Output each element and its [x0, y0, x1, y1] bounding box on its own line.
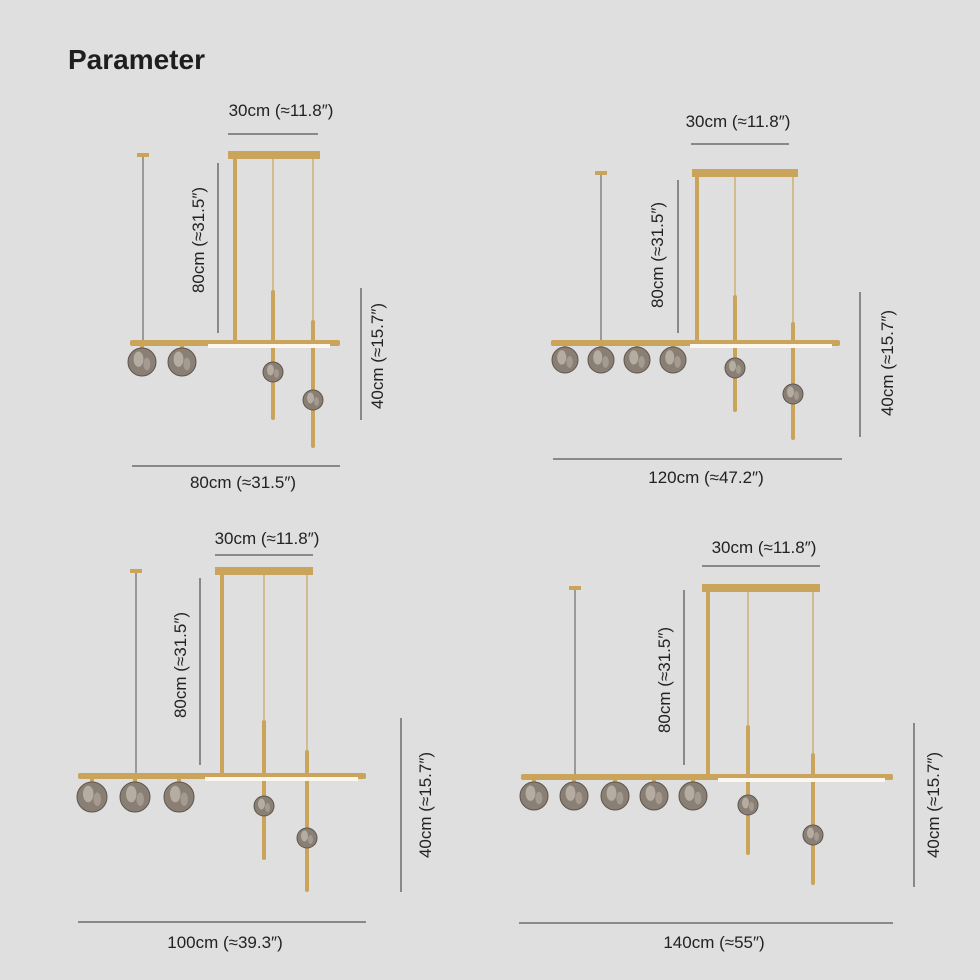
crystal-pendant-facet — [301, 830, 308, 842]
crystal-pendant-facet — [308, 835, 313, 844]
crystal-globe-facet — [593, 350, 603, 365]
crystal-pendant-facet — [274, 369, 279, 378]
lamp-model-1: 30cm (≈11.8″) 80cm (≈31.5″) 40cm (≈15.7″) 8… — [127, 101, 387, 492]
crystal-pendant-facet — [314, 397, 319, 406]
crystal-globe-facet — [93, 792, 101, 806]
crystal-globe-facet — [645, 785, 656, 801]
crystal-pendant-facet — [729, 360, 736, 372]
drop-label: 40cm (≈15.7″) — [368, 303, 387, 409]
page-title: Parameter — [68, 44, 205, 75]
crystal-globe-facet — [638, 356, 645, 368]
crystal-globe-facet — [565, 785, 576, 801]
crystal-globe-facet — [535, 791, 543, 805]
crystal-pendant-facet — [807, 827, 814, 839]
height-label: 80cm (≈31.5″) — [189, 187, 208, 293]
crystal-pendant-facet — [814, 832, 819, 841]
globe-holder — [133, 778, 137, 783]
crystal-globe-facet — [170, 785, 181, 803]
length-label: 100cm (≈39.3″) — [167, 933, 283, 952]
height-label: 80cm (≈31.5″) — [655, 627, 674, 733]
crystal-globe-facet — [83, 785, 94, 803]
crystal-globe-facet — [180, 792, 188, 806]
canopy-width-label: 30cm (≈11.8″) — [712, 538, 817, 557]
crystal-pendant-facet — [307, 392, 314, 404]
canopy-width-label: 30cm (≈11.8″) — [686, 112, 791, 131]
drop-label: 40cm (≈15.7″) — [416, 752, 435, 858]
support-rod — [706, 592, 710, 777]
small-canopy — [137, 153, 149, 157]
ceiling-canopy — [702, 584, 820, 592]
small-canopy — [569, 586, 581, 590]
support-rod — [233, 159, 237, 343]
pendant-rod — [746, 725, 750, 855]
crystal-pendant-facet — [265, 803, 270, 812]
pendant-rod — [733, 295, 737, 412]
crystal-pendant-facet — [736, 365, 741, 374]
crystal-globe-facet — [602, 356, 609, 368]
crystal-globe-facet — [674, 356, 681, 368]
pendant-rod — [271, 290, 275, 420]
drop-label: 40cm (≈15.7″) — [878, 310, 897, 416]
pendant-rod — [311, 320, 315, 448]
length-label: 120cm (≈47.2″) — [648, 468, 764, 487]
small-canopy — [130, 569, 142, 573]
lamp-model-3: 30cm (≈11.8″) 80cm (≈31.5″) 40cm (≈15.7″) 1… — [76, 529, 435, 952]
crystal-globe-facet — [557, 350, 567, 365]
crystal-pendant-facet — [749, 802, 754, 811]
ceiling-canopy — [228, 151, 320, 159]
crystal-globe-facet — [133, 351, 144, 367]
crystal-globe-facet — [136, 792, 144, 806]
pendant-rod — [305, 750, 309, 892]
crystal-globe-facet — [525, 785, 536, 801]
crystal-globe-facet — [694, 791, 702, 805]
globe-holder — [90, 778, 94, 783]
lamp-model-2: 30cm (≈11.8″) 80cm (≈31.5″) 40cm (≈15.7″) 1… — [551, 112, 897, 487]
crystal-globe-facet — [126, 785, 137, 803]
crystal-globe-facet — [684, 785, 695, 801]
crystal-globe-facet — [183, 357, 191, 371]
led-strip — [718, 778, 885, 782]
crystal-globe-facet — [665, 350, 675, 365]
pendant-rod — [791, 322, 795, 440]
led-strip — [690, 344, 832, 348]
crystal-globe-facet — [655, 791, 663, 805]
support-rod — [220, 575, 224, 776]
pendant-rod — [811, 753, 815, 885]
length-label: 140cm (≈55″) — [663, 933, 764, 952]
canopy-width-label: 30cm (≈11.8″) — [229, 101, 334, 120]
canopy-width-label: 30cm (≈11.8″) — [215, 529, 320, 548]
led-strip — [205, 777, 358, 781]
globe-holder — [177, 778, 181, 783]
crystal-globe-facet — [575, 791, 583, 805]
crystal-globe-facet — [173, 351, 184, 367]
crystal-globe-facet — [566, 356, 573, 368]
crystal-globe-facet — [143, 357, 151, 371]
ceiling-canopy — [692, 169, 798, 177]
support-rod — [695, 177, 699, 343]
crystal-pendant-facet — [787, 386, 794, 398]
crystal-globe-facet — [616, 791, 624, 805]
crystal-globe-facet — [629, 350, 639, 365]
crystal-pendant-facet — [258, 798, 265, 810]
height-label: 80cm (≈31.5″) — [171, 612, 190, 718]
ceiling-canopy — [215, 567, 313, 575]
crystal-pendant-facet — [742, 797, 749, 809]
crystal-globe-facet — [606, 785, 617, 801]
small-canopy — [595, 171, 607, 175]
led-strip — [208, 344, 330, 348]
drop-label: 40cm (≈15.7″) — [924, 752, 943, 858]
length-label: 80cm (≈31.5″) — [190, 473, 296, 492]
crystal-pendant-facet — [794, 391, 799, 400]
pendant-rod — [262, 720, 266, 860]
lamp-model-4: 30cm (≈11.8″) 80cm (≈31.5″) 40cm (≈15.7″) 1… — [519, 538, 943, 952]
crystal-pendant-facet — [267, 364, 274, 376]
height-label: 80cm (≈31.5″) — [648, 202, 667, 308]
